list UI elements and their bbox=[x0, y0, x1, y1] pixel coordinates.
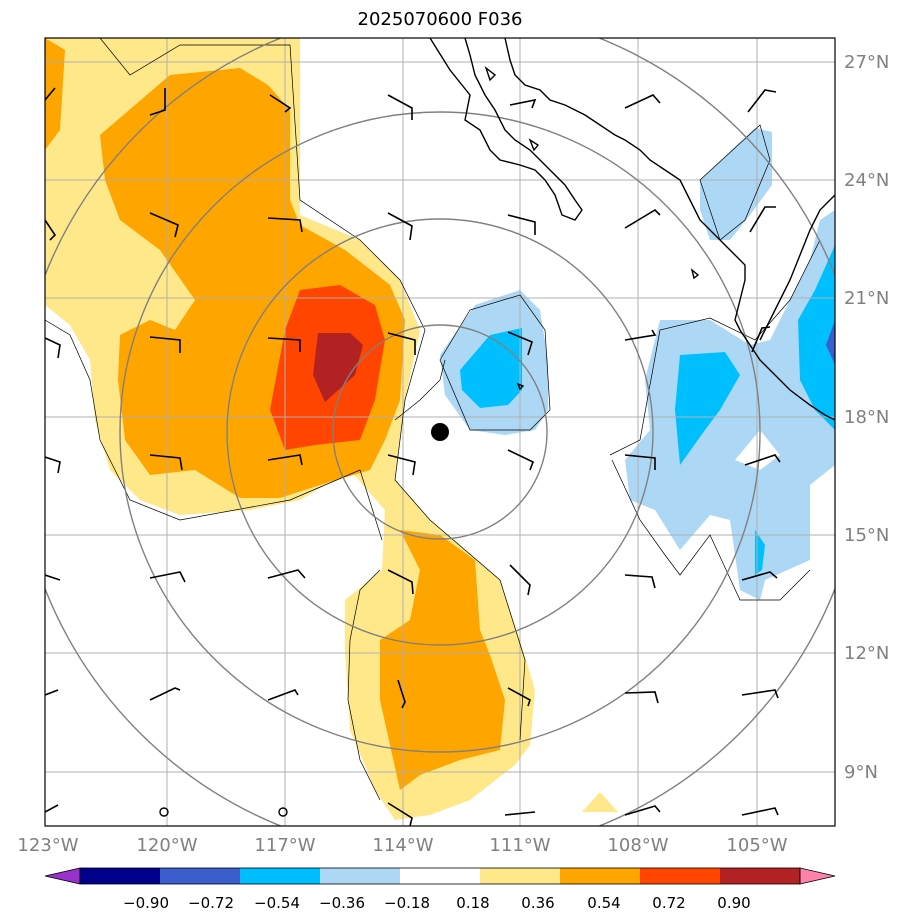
lat-label: 21°N bbox=[844, 288, 889, 309]
longitude-labels: 123°W 120°W 117°W 114°W 111°W 108°W 105°… bbox=[17, 835, 787, 856]
lat-label: 15°N bbox=[844, 525, 889, 546]
anomaly-fill-neg-0.18 bbox=[440, 128, 835, 600]
colorbar-cell bbox=[640, 868, 721, 884]
lon-label: 111°W bbox=[489, 835, 550, 856]
anomaly-fill-neg-0.54 bbox=[826, 320, 835, 365]
graticule bbox=[45, 38, 835, 826]
colorbar-cell bbox=[480, 868, 561, 884]
coastline bbox=[429, 38, 835, 421]
storm-center-marker bbox=[431, 423, 449, 441]
colorbar-tick-label: 0.36 bbox=[521, 894, 554, 912]
lon-label: 108°W bbox=[607, 835, 668, 856]
colorbar-cell bbox=[240, 868, 321, 884]
colorbar-tick-label: 0.18 bbox=[456, 894, 489, 912]
colorbar-tick-label: −0.90 bbox=[123, 894, 169, 912]
lat-label: 18°N bbox=[844, 407, 889, 428]
calm-wind-markers bbox=[159, 807, 288, 817]
colorbar-cell bbox=[160, 868, 241, 884]
anomaly-fill-0.72 bbox=[313, 333, 363, 402]
map-frame bbox=[44, 37, 836, 827]
range-rings bbox=[45, 38, 835, 826]
lon-label: 123°W bbox=[17, 835, 78, 856]
colorbar: −0.90 −0.72 −0.54 −0.36 −0.18 0.18 0.36 … bbox=[44, 867, 836, 912]
colorbar-cell bbox=[320, 868, 401, 884]
colorbar-cells bbox=[80, 868, 801, 884]
lat-label: 12°N bbox=[844, 643, 889, 664]
colorbar-tick-label: −0.36 bbox=[319, 894, 365, 912]
map-area bbox=[45, 38, 835, 826]
colorbar-cell bbox=[400, 868, 481, 884]
colorbar-labels: −0.90 −0.72 −0.54 −0.36 −0.18 0.18 0.36 … bbox=[123, 894, 751, 912]
colorbar-tick-label: 0.72 bbox=[652, 894, 685, 912]
lat-label: 24°N bbox=[844, 170, 889, 191]
lat-label: 9°N bbox=[844, 762, 878, 783]
colorbar-tick-label: 0.54 bbox=[587, 894, 620, 912]
contour-lines bbox=[45, 38, 821, 801]
colorbar-cell bbox=[80, 868, 161, 884]
lon-label: 120°W bbox=[136, 835, 197, 856]
colorbar-extend-high bbox=[799, 867, 836, 885]
wind-barbs bbox=[45, 87, 781, 826]
lon-label: 114°W bbox=[372, 835, 433, 856]
colorbar-tick-label: −0.72 bbox=[188, 894, 234, 912]
colorbar-tick-label: −0.18 bbox=[384, 894, 430, 912]
latitude-labels: 27°N 24°N 21°N 18°N 15°N 12°N 9°N bbox=[844, 52, 889, 783]
lat-label: 27°N bbox=[844, 52, 889, 73]
colorbar-tick-label: −0.54 bbox=[254, 894, 300, 912]
colorbar-cell bbox=[560, 868, 641, 884]
colorbar-tick-label: 0.90 bbox=[717, 894, 750, 912]
lon-label: 105°W bbox=[726, 835, 787, 856]
map-title: 2025070600 F036 bbox=[357, 9, 523, 30]
colorbar-extend-low bbox=[44, 867, 81, 885]
colorbar-cell bbox=[720, 868, 801, 884]
lon-label: 117°W bbox=[254, 835, 315, 856]
